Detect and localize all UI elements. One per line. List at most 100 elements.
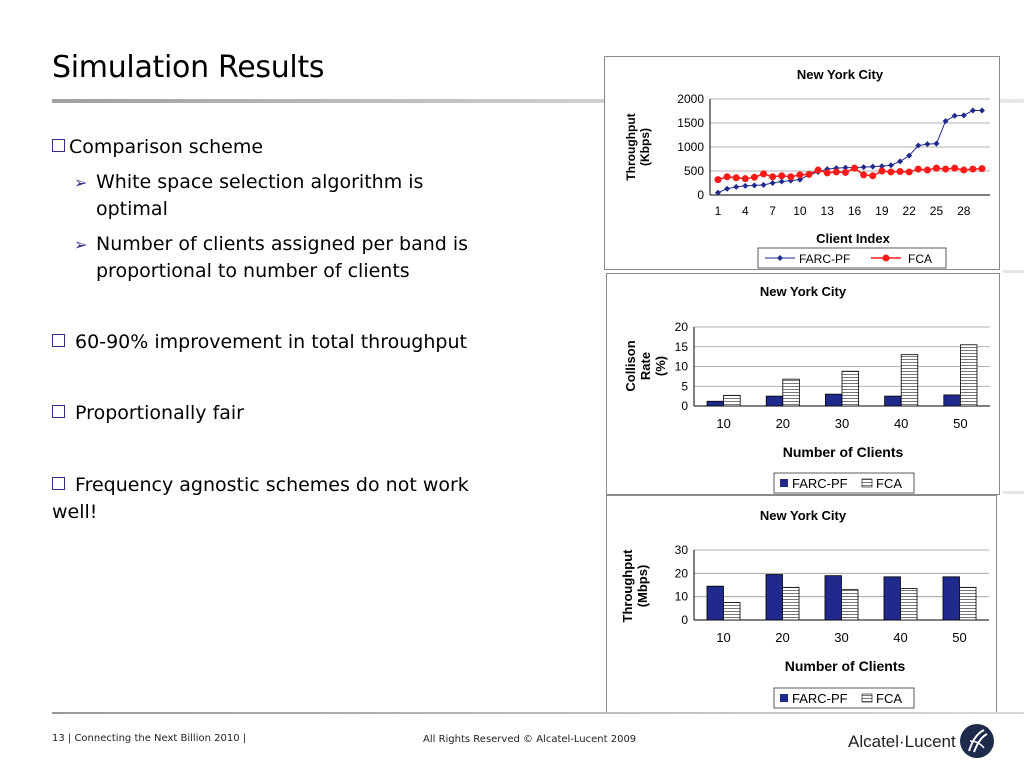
data-point-farc-pf bbox=[933, 140, 940, 147]
legend-swatch-fca bbox=[861, 693, 873, 703]
footer-copyright: All Rights Reserved © Alcatel-Lucent 200… bbox=[423, 734, 637, 745]
bar-chart-throughput-svg: New York City 0 10 20 30 10 20 30 40 50 Number of … bbox=[620, 508, 989, 709]
bar-farc-pf-50 bbox=[943, 394, 961, 407]
sub-bullet-optimal: ➢ White space selection algorithm is opt… bbox=[74, 169, 424, 223]
data-point-fca bbox=[841, 168, 849, 176]
y-tick-label: 1500 bbox=[677, 116, 704, 130]
data-point-fca bbox=[878, 167, 886, 175]
footer-page-info: 13 | Connecting the Next Billion 2010 | bbox=[52, 733, 247, 744]
sub-bullet-line: Number of clients assigned per band is bbox=[96, 233, 469, 255]
footer-divider bbox=[52, 712, 1024, 714]
bullet-text: 60-90% improvement in total throughput bbox=[75, 331, 467, 353]
x-tick-label: 28 bbox=[957, 204, 971, 218]
checkbox-bullet-icon bbox=[52, 477, 65, 490]
legend-swatch-farc-pf bbox=[780, 694, 788, 702]
bullet-text: Frequency agnostic schemes do not work bbox=[75, 474, 469, 496]
x-tick-label: 30 bbox=[835, 416, 849, 431]
data-point-fca bbox=[823, 169, 831, 177]
data-point-fca bbox=[869, 172, 877, 180]
data-point-farc-pf bbox=[897, 158, 904, 165]
x-axis-label: Client Index bbox=[816, 231, 890, 246]
logo-mark-icon bbox=[960, 724, 994, 758]
legend-box bbox=[757, 247, 947, 269]
bar-fca-10 bbox=[723, 602, 741, 621]
data-point-fca bbox=[914, 165, 922, 173]
x-tick-label: 40 bbox=[893, 630, 907, 645]
data-point-fca bbox=[723, 173, 731, 181]
bullet-text: Comparison scheme bbox=[69, 136, 264, 158]
legend-swatch-farc-pf bbox=[780, 479, 788, 487]
y-tick-label: 5 bbox=[681, 379, 688, 393]
bullet-improvement: 60-90% improvement in total throughput bbox=[52, 329, 467, 356]
data-point-farc-pf bbox=[724, 185, 731, 192]
bar-fca-30 bbox=[841, 370, 859, 407]
edge-line bbox=[1003, 99, 1024, 102]
data-point-fca bbox=[851, 164, 859, 172]
data-point-farc-pf bbox=[860, 164, 867, 171]
checkbox-bullet-icon bbox=[52, 139, 65, 152]
alcatel-lucent-logo: Alcatel·Lucent bbox=[848, 724, 1018, 760]
bar-fca-30 bbox=[841, 589, 859, 621]
chart-title: New York City bbox=[797, 67, 884, 82]
x-tick-label: 13 bbox=[821, 204, 835, 218]
bar-farc-pf-40 bbox=[883, 576, 901, 621]
y-tick-label: 0 bbox=[681, 613, 688, 627]
data-point-farc-pf bbox=[715, 189, 721, 196]
data-point-fca bbox=[760, 170, 768, 178]
bar-fca-20 bbox=[782, 586, 800, 621]
bar-fca-50 bbox=[959, 586, 977, 621]
y-tick-label: 2000 bbox=[677, 92, 704, 106]
bullet-comparison-scheme: Comparison scheme bbox=[52, 134, 263, 161]
legend-label: FARC-PF bbox=[792, 476, 848, 491]
legend-label: FCA bbox=[876, 476, 902, 491]
x-tick-label: 22 bbox=[902, 204, 916, 218]
sub-bullet-line: optimal bbox=[96, 198, 168, 220]
data-point-fca bbox=[932, 164, 940, 172]
data-point-fca bbox=[714, 176, 722, 184]
bar-fca-10 bbox=[723, 394, 741, 407]
data-point-fca bbox=[832, 168, 840, 176]
x-tick-label: 30 bbox=[834, 630, 848, 645]
bar-fca-20 bbox=[782, 378, 800, 407]
x-tick-label: 4 bbox=[742, 204, 749, 218]
y-tick-label: 30 bbox=[675, 543, 689, 557]
bar-fca-50 bbox=[959, 344, 978, 407]
arrow-bullet-icon: ➢ bbox=[74, 235, 88, 254]
data-point-farc-pf bbox=[887, 162, 894, 169]
x-tick-label: 10 bbox=[793, 204, 807, 218]
y-axis-label: Throughput(Kbps) bbox=[624, 113, 652, 180]
data-point-fca bbox=[896, 167, 904, 175]
data-point-farc-pf bbox=[915, 142, 922, 149]
y-tick-label: 15 bbox=[675, 340, 689, 354]
x-tick-label: 7 bbox=[769, 204, 776, 218]
checkbox-bullet-icon bbox=[52, 405, 65, 418]
x-tick-label: 19 bbox=[875, 204, 889, 218]
y-tick-label: 10 bbox=[675, 360, 689, 374]
chart-throughput-bar: New York City 0 10 20 30 10 20 30 40 50 Number of … bbox=[606, 495, 997, 713]
y-tick-label: 20 bbox=[675, 320, 689, 334]
bullet-text: well! bbox=[52, 501, 98, 523]
data-point-fca bbox=[732, 174, 740, 182]
sub-bullet-line: White space selection algorithm is bbox=[96, 171, 424, 193]
y-tick-label: 0 bbox=[697, 188, 704, 202]
data-point-farc-pf bbox=[942, 118, 949, 125]
data-point-fca bbox=[750, 173, 758, 181]
line-chart-svg: New York City 0 500 1000 1500 2000 1 4 7 10 13 16 19… bbox=[624, 67, 990, 269]
data-point-farc-pf bbox=[751, 182, 758, 189]
data-point-fca bbox=[887, 168, 895, 176]
x-tick-label: 50 bbox=[952, 630, 966, 645]
y-tick-label: 1000 bbox=[677, 140, 704, 154]
x-tick-label: 50 bbox=[953, 416, 967, 431]
data-point-fca bbox=[860, 171, 868, 179]
data-point-fca bbox=[942, 165, 950, 173]
legend-marker-farc-pf bbox=[777, 255, 783, 261]
legend-swatch-fca bbox=[861, 478, 873, 488]
bar-farc-pf-10 bbox=[706, 400, 725, 407]
data-point-farc-pf bbox=[778, 178, 785, 185]
bar-farc-pf-40 bbox=[884, 395, 902, 407]
data-point-fca bbox=[787, 173, 795, 181]
data-point-farc-pf bbox=[951, 112, 958, 119]
data-point-fca bbox=[769, 173, 777, 181]
chart-throughput-line: New York City 0 500 1000 1500 2000 1 4 7 10 13 16 19… bbox=[604, 56, 1000, 270]
x-tick-label: 16 bbox=[848, 204, 862, 218]
